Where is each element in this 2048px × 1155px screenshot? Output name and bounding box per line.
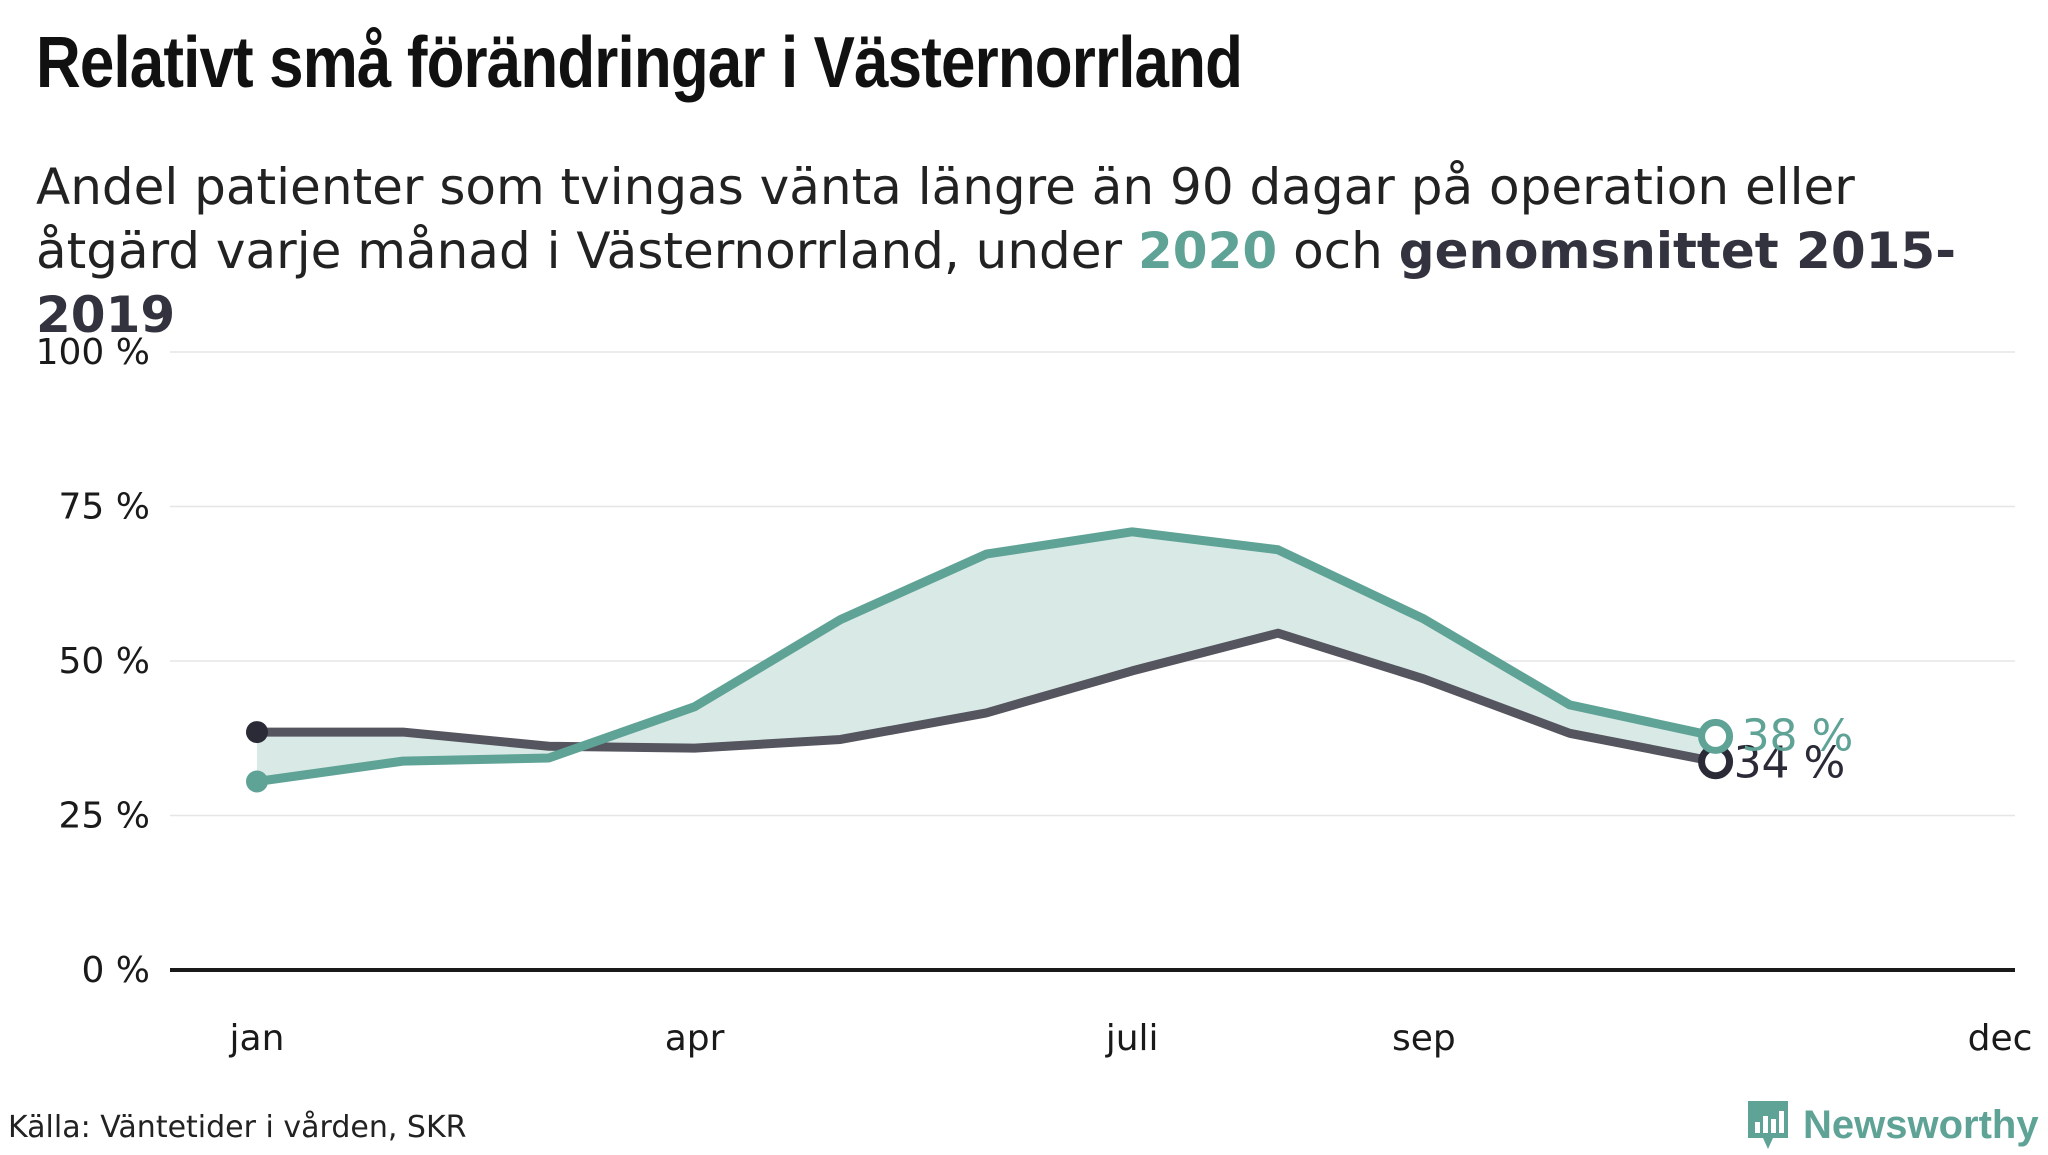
start-point-average — [246, 721, 268, 744]
series-line-average — [252, 628, 1721, 767]
end-point-2020 — [1698, 718, 1734, 754]
y-tick-label: 50 % — [59, 641, 150, 682]
end-label-average: 34 % — [1734, 738, 1846, 789]
x-tick-label: juli — [1105, 1018, 1159, 1059]
series-line-2020 — [252, 527, 1721, 787]
y-tick-label: 0 % — [81, 950, 150, 991]
subtitle-text: Andel patienter som tvingas vänta längre… — [36, 158, 1855, 280]
y-tick-label: 100 % — [36, 332, 150, 373]
end-label-2020: 38 % — [1742, 710, 1854, 761]
chart-subtitle: Andel patienter som tvingas vänta längre… — [36, 155, 2026, 347]
y-tick-label: 25 % — [59, 796, 150, 837]
x-tick-label: sep — [1392, 1018, 1456, 1059]
x-tick-label: apr — [665, 1018, 725, 1059]
y-tick-label: 75 % — [59, 487, 150, 528]
subtitle-connector: och — [1293, 222, 1383, 280]
x-tick-label: dec — [1968, 1018, 2033, 1059]
brand-name: Newsworthy — [1803, 1102, 2039, 1147]
start-point-2020 — [246, 770, 268, 793]
subtitle-average-highlight: genomsnittet 2015-2019 — [36, 222, 1956, 344]
x-tick-label: jan — [229, 1018, 285, 1059]
fill-between-area — [257, 531, 1716, 782]
source-note: Källa: Väntetider i vården, SKR — [8, 1110, 467, 1145]
newsworthy-logo-icon — [1748, 1101, 1788, 1149]
subtitle-2020-highlight: 2020 — [1138, 222, 1278, 280]
brand-logo: Newsworthy — [1745, 1095, 2039, 1155]
chart-title: Relativt små förändringar i Västernorrla… — [36, 23, 1243, 103]
